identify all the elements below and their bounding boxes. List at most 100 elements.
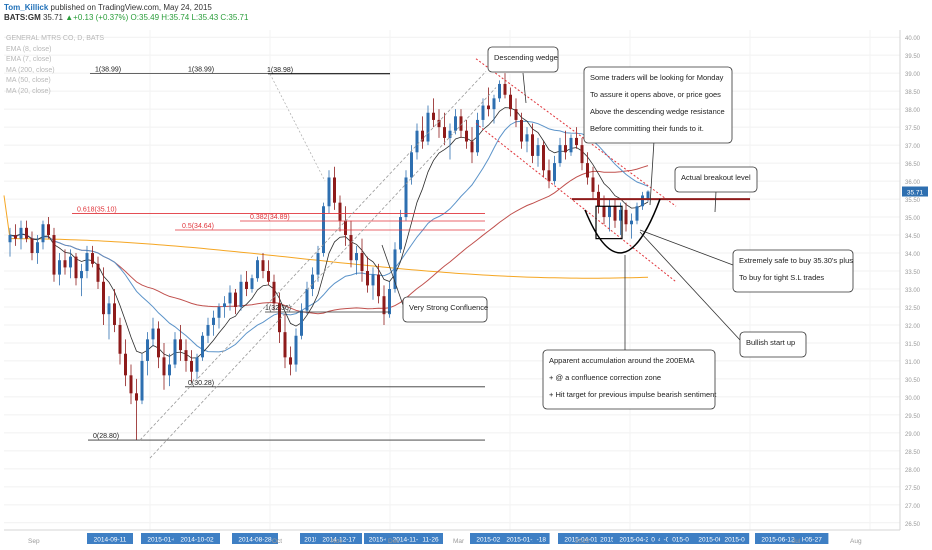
date-tag [533,533,550,544]
y-tick-label: 35.50 [905,198,921,204]
candle-body [454,116,457,131]
candle-body [443,127,446,138]
callout-text: Above the descending wedge resistance [590,107,725,116]
y-tick-label: 32.50 [905,306,921,312]
candle-body [536,145,540,156]
candle-body [426,112,430,142]
published-text: published on TradingView.com, May 24, 20… [50,3,212,12]
candle-body [338,202,342,221]
candle-body [146,339,149,361]
candle-body [256,260,259,279]
candle-body [228,292,232,304]
callout-text: Descending wedge [494,53,558,62]
candle-body [377,274,380,297]
safe-buy-callout [732,249,854,293]
candle-body [547,170,551,182]
ma20-line [9,120,649,353]
candle-body [69,256,72,268]
date-tag-label: 2014-12-17 [322,537,356,544]
date-tag [648,533,658,544]
y-tick-label: 31.50 [905,342,921,348]
symbol-label: BATS:GM [4,13,41,22]
x-axis-label: Aug [850,538,862,545]
date-tag-label: 2015-02-19 [476,537,510,544]
date-tag-label: 2015- [304,537,321,544]
callout-text: To assure it opens above, or price goes [590,90,721,99]
candle-body [646,191,650,200]
callout-text: Actual breakout level [681,173,751,182]
date-tag [668,533,693,544]
author-name[interactable]: Tom_Killick [4,3,49,12]
candle-body [129,375,133,394]
date-tag-label: 2015-06-02 [698,537,732,544]
confluence-callout [402,296,488,323]
date-tag [720,533,750,544]
date-tag [558,533,604,544]
candles [8,73,650,441]
candle-body [366,271,369,286]
y-tick-label: 40.00 [905,36,921,42]
date-tag-label: 0 [651,537,655,544]
candle-body [36,242,39,254]
y-tick-label: 37.00 [905,144,921,150]
candle-body [201,335,204,358]
fib-level-label: 1(38.99) [95,67,121,74]
candle-body [8,235,12,243]
cup-arc [584,198,661,254]
x-axis-label: Mar [453,538,465,545]
y-tick-label: 35.00 [905,216,921,222]
candle-body [206,324,210,336]
candle-body [316,253,320,275]
candle-body [624,209,628,225]
candle-body [542,145,545,171]
date-tag [755,533,801,544]
callout-pointer [381,244,404,306]
fib-level-label: 0(28.80) [93,433,119,440]
accumulation-box [595,205,623,240]
candle-body [151,328,155,340]
wedge-line [475,123,677,283]
candle-body [476,119,479,153]
x-axis-label: Nov [331,538,343,545]
date-tag-label: 2014-11-17 [393,537,426,544]
candle-body [448,130,452,138]
candle-body [272,281,276,304]
candle-body [267,271,270,282]
candle-body [514,109,518,120]
callout-text: Apparent accumulation around the 200EMA [549,356,695,365]
trend-channel-line [149,87,497,459]
callout-text: Extremely safe to buy 35.30's plus [739,256,853,265]
indicator-legend: GENERAL MTRS CO, D, BATS EMA (8, close) … [6,34,104,97]
date-tag [597,533,618,544]
legend-line: EMA (7, close) [6,56,52,63]
candle-body [261,260,265,272]
candle-body [481,105,485,120]
candle-body [157,328,160,358]
wedge-line [475,58,677,207]
candle-body [300,310,303,336]
date-tag-label: 2014-09-11 [94,537,127,544]
date-tag [500,533,546,544]
candle-body [492,98,496,110]
candle-body [580,145,584,164]
x-axis-label: Sep [28,538,40,545]
chart-header: Tom_Killick published on TradingView.com… [4,3,248,23]
date-tag-label: 2014-10-02 [180,537,214,544]
date-tag-label: 2015-01-05 [147,537,181,544]
candle-body [415,130,419,153]
x-axis-label: Jul [792,538,801,545]
fib-level-label: 0.618(35.10) [77,206,117,213]
candle-body [558,145,562,164]
trend-channel-line [139,71,487,441]
candle-body [19,227,23,239]
ma200-line [3,195,649,279]
date-tag-label: 015-0 [672,537,689,544]
x-axis-label: Dec [388,538,400,545]
candle-body [388,288,391,315]
y-tick-label: 32.00 [905,324,921,330]
date-tag [141,533,187,544]
legend-title: GENERAL MTRS CO, D, BATS [6,35,105,42]
candle-body [96,263,100,282]
